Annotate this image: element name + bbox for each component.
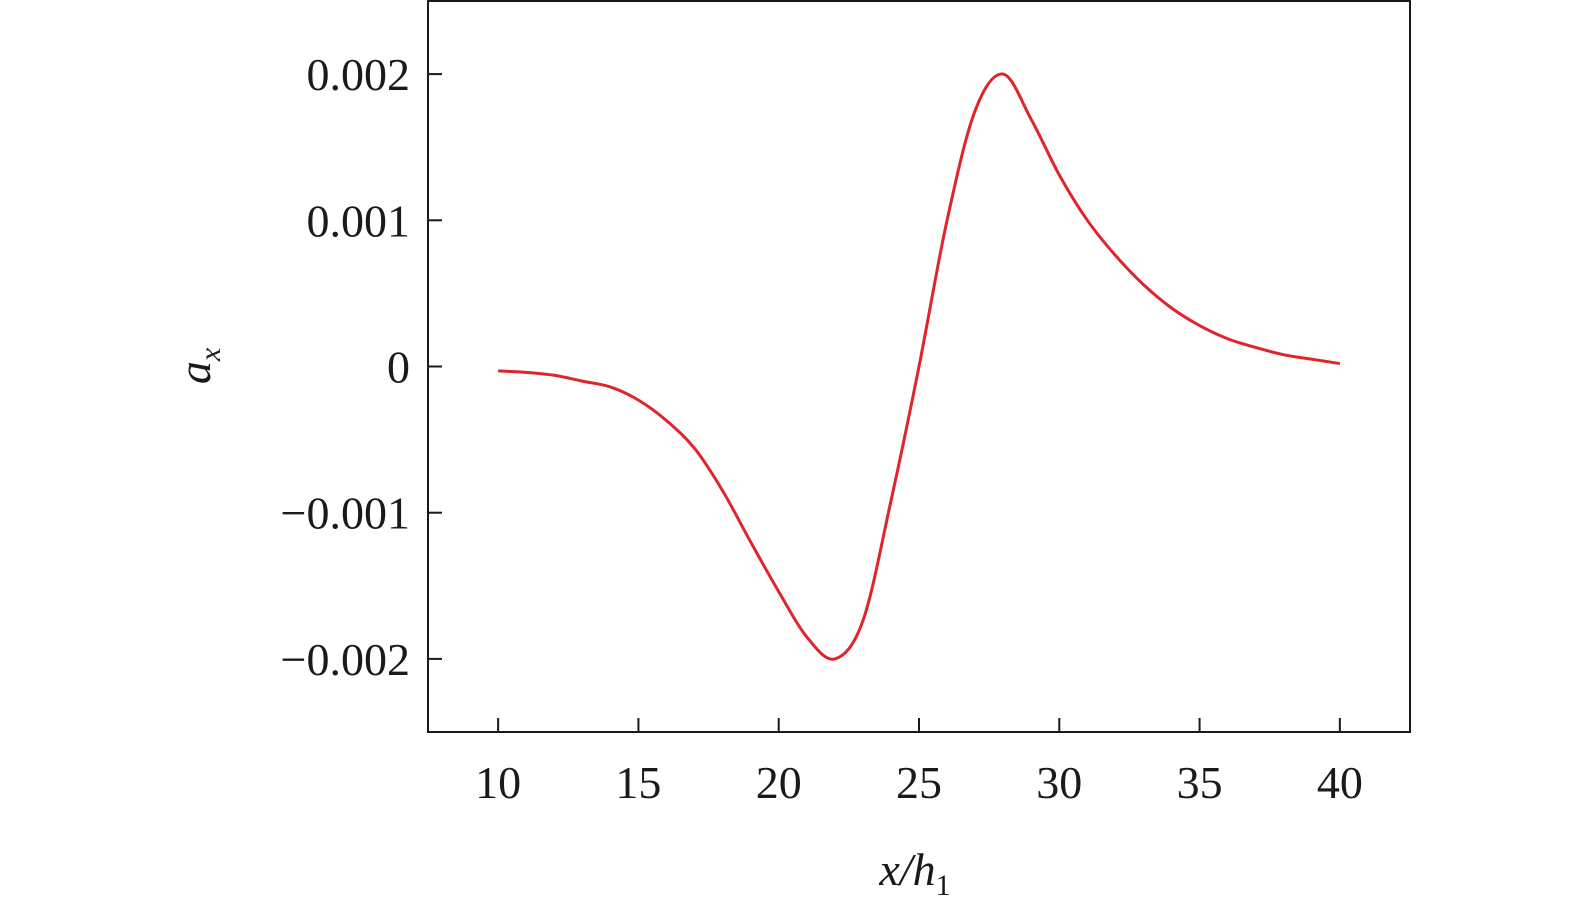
x-tick-label: 20: [756, 757, 802, 808]
x-label-subscript: 1: [936, 869, 951, 902]
y-label-subscript: x: [194, 347, 227, 362]
x-tick-label: 40: [1317, 757, 1363, 808]
x-tick-label: 25: [896, 757, 942, 808]
x-tick-label: 15: [615, 757, 661, 808]
y-tick-label: −0.001: [281, 488, 410, 539]
y-tick-label: 0: [387, 342, 410, 393]
y-axis-label: ax: [169, 347, 227, 384]
x-axis-label: x/h1: [878, 844, 950, 902]
x-label-main: x/h: [878, 844, 935, 895]
x-tick-label: 35: [1177, 757, 1223, 808]
x-tick-label: 30: [1036, 757, 1082, 808]
y-tick-label: 0.001: [307, 195, 411, 246]
y-tick-label: −0.002: [281, 634, 410, 685]
y-label-main: a: [169, 361, 220, 384]
data-line: [498, 72, 1341, 661]
y-tick-label: 0.002: [307, 49, 411, 100]
x-tick-label: 10: [475, 757, 521, 808]
